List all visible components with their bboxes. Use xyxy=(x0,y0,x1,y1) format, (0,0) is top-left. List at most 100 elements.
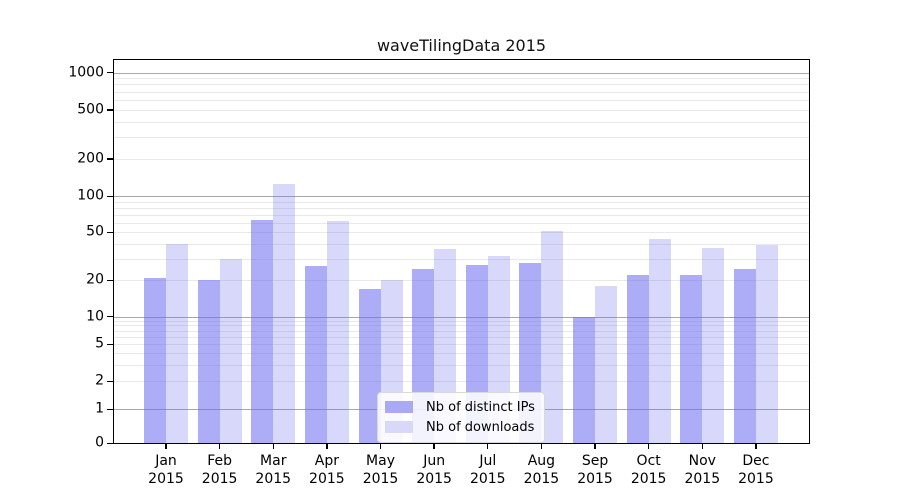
bar-downloads-mar-2015 xyxy=(273,184,296,443)
y-tick-label-2: 2 xyxy=(95,372,104,389)
chart-title: waveTilingData 2015 xyxy=(376,36,547,55)
y-tick-label-500: 500 xyxy=(77,101,104,118)
bar-downloads-dec-2015 xyxy=(755,245,778,443)
gridline-major-10 xyxy=(114,316,809,318)
gridline-minor-70 xyxy=(114,214,809,216)
gridline-minor-30 xyxy=(114,259,809,260)
x-tick-nov-2015 xyxy=(701,444,703,449)
gridline-minor-5 xyxy=(114,344,809,346)
y-tick-500 xyxy=(107,109,113,111)
legend-item-distinct-ips: Nb of distinct IPs xyxy=(385,397,535,417)
gridline-minor-7 xyxy=(114,330,809,332)
bar-downloads-oct-2015 xyxy=(648,238,671,443)
bar-distinct-ips-apr-2015 xyxy=(304,266,327,443)
gridline-minor-700 xyxy=(114,91,809,93)
gridline-minor-600 xyxy=(114,99,809,101)
legend-swatch-distinct-ips xyxy=(385,401,413,413)
gridline-minor-6 xyxy=(114,337,809,339)
y-tick-label-50: 50 xyxy=(86,223,104,240)
y-tick-label-1000: 1000 xyxy=(68,64,104,80)
x-tick-jun-2015 xyxy=(433,444,435,449)
gridline-minor-200 xyxy=(114,158,809,160)
x-tick-apr-2015 xyxy=(326,444,328,449)
gridline-minor-80 xyxy=(114,207,809,209)
gridline-minor-50 xyxy=(114,232,809,234)
x-tick-label-nov-2015: Nov 2015 xyxy=(684,453,721,487)
x-tick-aug-2015 xyxy=(540,444,543,449)
gridline-minor-900 xyxy=(114,78,809,80)
legend-label-distinct-ips: Nb of distinct IPs xyxy=(426,399,535,415)
gridline-minor-4 xyxy=(114,353,809,355)
legend: Nb of distinct IPs Nb of downloads xyxy=(377,392,545,443)
bar-downloads-sep-2015 xyxy=(595,285,618,443)
bar-downloads-apr-2015 xyxy=(326,221,349,443)
gridline-minor-9 xyxy=(114,320,809,322)
x-tick-sep-2015 xyxy=(594,444,596,449)
bar-downloads-aug-2015 xyxy=(541,231,564,443)
y-tick-50 xyxy=(107,231,113,234)
bar-downloads-jan-2015 xyxy=(166,243,188,443)
x-tick-label-sep-2015: Sep 2015 xyxy=(577,453,613,487)
gridline-major-100 xyxy=(114,196,809,197)
gridline-minor-500 xyxy=(114,109,809,111)
y-tick-1 xyxy=(107,408,113,410)
gridline-minor-60 xyxy=(114,222,809,224)
legend-item-downloads: Nb of downloads xyxy=(385,417,535,437)
plot-area: Nb of distinct IPs Nb of downloads xyxy=(113,59,810,444)
y-tick-label-5: 5 xyxy=(95,335,104,352)
gridline-minor-3 xyxy=(114,364,809,366)
x-tick-label-may-2015: May 2015 xyxy=(362,453,399,487)
bar-distinct-ips-sep-2015 xyxy=(573,316,596,443)
gridline-minor-300 xyxy=(114,137,809,139)
y-tick-10 xyxy=(107,316,113,318)
gridline-minor-2 xyxy=(114,381,809,383)
bar-distinct-ips-may-2015 xyxy=(358,288,381,443)
bar-distinct-ips-oct-2015 xyxy=(626,275,649,443)
y-tick-label-1: 1 xyxy=(95,400,104,417)
x-tick-jul-2015 xyxy=(487,444,489,449)
y-tick-200 xyxy=(107,158,113,160)
x-tick-label-jul-2015: Jul 2015 xyxy=(469,453,506,487)
bar-downloads-feb-2015 xyxy=(219,259,242,443)
y-tick-5 xyxy=(107,343,113,346)
bar-distinct-ips-dec-2015 xyxy=(733,268,756,443)
x-tick-label-oct-2015: Oct 2015 xyxy=(630,453,667,487)
y-tick-label-0: 0 xyxy=(95,434,104,451)
gridline-minor-20 xyxy=(114,280,809,282)
gridline-minor-800 xyxy=(114,84,809,86)
x-tick-label-feb-2015: Feb 2015 xyxy=(201,453,238,487)
bar-distinct-ips-mar-2015 xyxy=(251,220,274,443)
bar-distinct-ips-feb-2015 xyxy=(197,280,220,443)
x-tick-dec-2015 xyxy=(755,444,757,449)
gridlines xyxy=(114,60,809,443)
bar-downloads-nov-2015 xyxy=(702,248,725,443)
gridline-minor-8 xyxy=(114,325,809,327)
x-tick-oct-2015 xyxy=(647,444,650,449)
y-tick-0 xyxy=(107,442,113,444)
gridline-major-1000 xyxy=(114,72,809,74)
y-tick-label-200: 200 xyxy=(77,150,104,167)
x-tick-label-mar-2015: Mar 2015 xyxy=(255,453,292,487)
x-tick-jan-2015 xyxy=(165,444,167,449)
gridline-minor-40 xyxy=(114,243,809,245)
y-tick-1000 xyxy=(107,72,113,74)
y-tick-label-20: 20 xyxy=(86,271,104,288)
x-tick-label-jan-2015: Jan 2015 xyxy=(148,453,184,487)
x-tick-mar-2015 xyxy=(272,444,274,449)
y-tick-label-100: 100 xyxy=(77,187,104,204)
legend-swatch-downloads xyxy=(385,421,413,433)
y-tick-label-10: 10 xyxy=(86,308,104,324)
bars xyxy=(114,60,809,443)
y-tick-100 xyxy=(107,195,113,197)
legend-label-downloads: Nb of downloads xyxy=(426,419,535,435)
x-tick-label-aug-2015: Aug 2015 xyxy=(523,453,560,487)
gridline-minor-400 xyxy=(114,121,809,123)
y-tick-2 xyxy=(107,380,113,383)
gridline-minor-90 xyxy=(114,201,809,203)
bar-distinct-ips-jan-2015 xyxy=(144,277,166,443)
bar-distinct-ips-nov-2015 xyxy=(680,275,703,443)
x-tick-label-apr-2015: Apr 2015 xyxy=(309,453,345,487)
x-tick-label-jun-2015: Jun 2015 xyxy=(416,453,452,487)
x-tick-feb-2015 xyxy=(218,444,221,449)
